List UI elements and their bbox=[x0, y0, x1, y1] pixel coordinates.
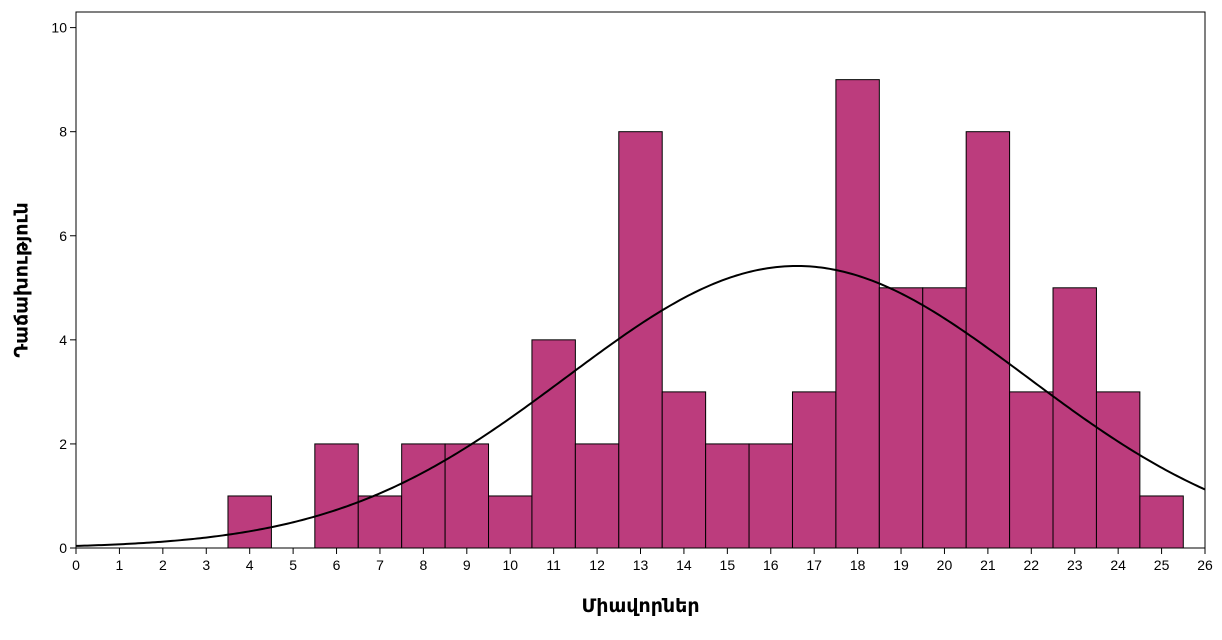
bar-22 bbox=[1009, 391, 1054, 549]
x-tick-label: 15 bbox=[720, 557, 736, 573]
bar-23 bbox=[1052, 287, 1097, 549]
bar-10 bbox=[488, 495, 533, 549]
x-tick-label: 20 bbox=[937, 557, 953, 573]
bar-16 bbox=[748, 443, 793, 549]
x-tick-label: 13 bbox=[633, 557, 649, 573]
x-tick-label: 11 bbox=[546, 557, 561, 573]
bar-25 bbox=[1139, 495, 1184, 549]
y-tick-label: 0 bbox=[59, 540, 67, 556]
bar-14 bbox=[661, 391, 707, 549]
x-tick-label: 6 bbox=[333, 557, 341, 573]
y-axis-title: Դաճախություն bbox=[11, 202, 33, 358]
x-tick-label: 9 bbox=[463, 557, 471, 573]
bar-11 bbox=[531, 339, 576, 549]
x-axis: 0 1 2 3 4 5 6 7 8 9 10 11 12 13 14 15 16 17 18 19 20 21 22 23 24… bbox=[72, 548, 1213, 573]
bar-17 bbox=[791, 391, 837, 549]
x-tick-label: 26 bbox=[1197, 557, 1213, 573]
bar-15 bbox=[705, 443, 750, 549]
x-axis-title: Միավորներ bbox=[581, 595, 699, 617]
x-tick-label: 0 bbox=[72, 557, 80, 573]
bar-13 bbox=[618, 131, 663, 549]
bar-12 bbox=[574, 443, 620, 549]
x-tick-label: 2 bbox=[159, 557, 167, 573]
x-tick-label: 22 bbox=[1024, 557, 1040, 573]
x-tick-label: 19 bbox=[893, 557, 909, 573]
bar-20 bbox=[922, 287, 967, 549]
x-tick-label: 17 bbox=[806, 557, 822, 573]
x-tick-label: 16 bbox=[763, 557, 779, 573]
x-tick-label: 24 bbox=[1110, 557, 1126, 573]
bar-21 bbox=[965, 131, 1011, 549]
bar-24 bbox=[1095, 391, 1141, 549]
x-tick-label: 14 bbox=[676, 557, 692, 573]
bars bbox=[227, 79, 1184, 549]
x-tick-label: 7 bbox=[376, 557, 384, 573]
bar-9 bbox=[444, 443, 490, 549]
y-tick-label: 4 bbox=[59, 332, 67, 348]
bar-18 bbox=[835, 79, 880, 549]
x-tick-label: 10 bbox=[502, 557, 518, 573]
bar-19 bbox=[878, 287, 924, 549]
bar-6 bbox=[314, 443, 359, 549]
x-tick-label: 23 bbox=[1067, 557, 1083, 573]
x-tick-label: 4 bbox=[246, 557, 254, 573]
x-tick-label: 18 bbox=[850, 557, 866, 573]
x-tick-label: 8 bbox=[419, 557, 427, 573]
y-tick-label: 2 bbox=[59, 436, 67, 452]
y-tick-label: 10 bbox=[51, 20, 67, 36]
y-tick-label: 6 bbox=[59, 228, 67, 244]
bar-4 bbox=[227, 495, 272, 549]
normal-curve bbox=[75, 264, 1206, 547]
x-tick-label: 25 bbox=[1154, 557, 1170, 573]
bar-8 bbox=[401, 443, 446, 549]
x-tick-label: 21 bbox=[980, 557, 996, 573]
y-tick-label: 8 bbox=[59, 124, 67, 140]
x-tick-label: 5 bbox=[289, 557, 297, 573]
y-axis: 0 2 4 6 8 10 bbox=[51, 20, 76, 556]
x-tick-label: 12 bbox=[589, 557, 605, 573]
x-tick-label: 1 bbox=[116, 557, 124, 573]
x-tick-label: 3 bbox=[202, 557, 210, 573]
bar-7 bbox=[357, 495, 403, 549]
